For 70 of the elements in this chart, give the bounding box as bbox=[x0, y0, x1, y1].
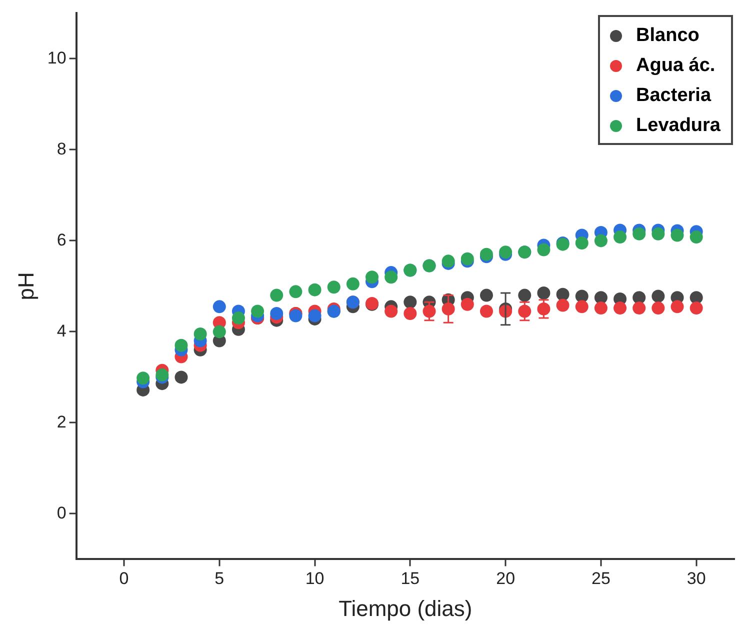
point bbox=[460, 298, 474, 311]
point bbox=[212, 300, 226, 314]
point bbox=[594, 291, 608, 304]
point bbox=[156, 368, 169, 382]
point bbox=[614, 302, 627, 315]
y-tick-label: 6 bbox=[56, 230, 66, 250]
point bbox=[460, 252, 474, 266]
point bbox=[537, 286, 550, 300]
point bbox=[194, 327, 207, 340]
x-tick-label: 30 bbox=[686, 569, 706, 588]
point bbox=[594, 234, 608, 248]
point bbox=[251, 304, 264, 318]
y-tick-label: 0 bbox=[56, 503, 66, 522]
point bbox=[289, 309, 302, 322]
point bbox=[652, 302, 665, 315]
point bbox=[174, 370, 188, 384]
point bbox=[556, 288, 570, 301]
point bbox=[632, 302, 646, 315]
point bbox=[270, 288, 284, 302]
point bbox=[404, 307, 417, 320]
point bbox=[632, 227, 646, 240]
point bbox=[575, 290, 588, 303]
point bbox=[174, 338, 188, 352]
point bbox=[690, 291, 703, 304]
point bbox=[670, 228, 684, 242]
legend-label: Bacteria bbox=[636, 84, 712, 108]
point bbox=[632, 291, 646, 304]
y-tick-label: 4 bbox=[56, 321, 66, 340]
legend-label: Levadura bbox=[636, 114, 720, 138]
point bbox=[690, 302, 703, 315]
point bbox=[270, 307, 284, 320]
point bbox=[480, 288, 493, 302]
point bbox=[556, 298, 570, 312]
y-tick-label: 8 bbox=[56, 139, 66, 158]
y-tick-label: 10 bbox=[47, 48, 66, 68]
point bbox=[212, 325, 226, 338]
point bbox=[480, 304, 493, 318]
point bbox=[575, 236, 588, 250]
x-axis-title: Tiempo (dias) bbox=[338, 596, 472, 621]
point bbox=[480, 248, 493, 261]
legend-label: Agua ác. bbox=[636, 54, 716, 78]
point bbox=[670, 300, 684, 314]
x-tick-label: 0 bbox=[119, 569, 129, 588]
point bbox=[384, 304, 398, 318]
x-tick-label: 10 bbox=[305, 569, 324, 588]
x-tick-label: 20 bbox=[496, 569, 516, 588]
point bbox=[690, 230, 703, 244]
x-tick-label: 15 bbox=[400, 569, 420, 588]
x-tick-label: 25 bbox=[591, 569, 610, 588]
x-tick-label: 5 bbox=[214, 569, 224, 588]
point bbox=[232, 312, 245, 325]
point bbox=[652, 227, 665, 240]
point bbox=[384, 270, 398, 284]
point bbox=[594, 302, 608, 315]
point bbox=[136, 372, 150, 385]
legend-label: Blanco bbox=[636, 24, 700, 48]
point bbox=[614, 230, 627, 244]
point bbox=[537, 243, 550, 256]
point bbox=[346, 277, 360, 290]
point bbox=[652, 290, 665, 303]
point bbox=[575, 300, 588, 314]
y-tick-label: 2 bbox=[56, 412, 66, 432]
point bbox=[404, 296, 417, 309]
point bbox=[327, 280, 340, 294]
point bbox=[289, 285, 302, 298]
y-axis-title: pH bbox=[13, 272, 38, 300]
point bbox=[366, 270, 379, 284]
point bbox=[308, 309, 322, 322]
point bbox=[518, 288, 532, 302]
point bbox=[308, 283, 322, 296]
